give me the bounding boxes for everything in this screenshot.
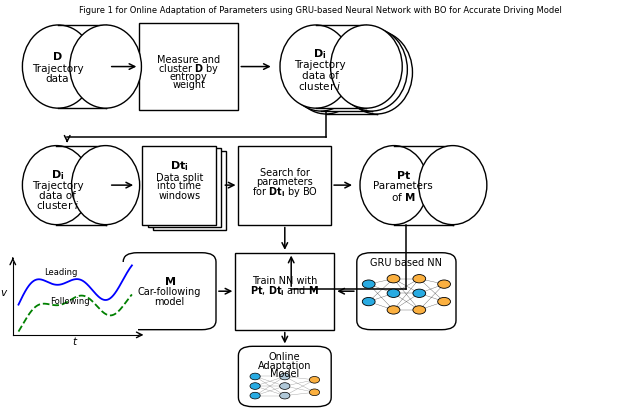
Text: cluster $\mathbf{D}$ by: cluster $\mathbf{D}$ by bbox=[158, 62, 220, 76]
Circle shape bbox=[413, 289, 426, 297]
Bar bbox=[143, 146, 216, 225]
Text: $\mathbf{D}$: $\mathbf{D}$ bbox=[52, 50, 63, 62]
Text: entropy: entropy bbox=[170, 72, 207, 82]
Text: Trajectory: Trajectory bbox=[32, 64, 83, 74]
Ellipse shape bbox=[22, 146, 90, 225]
Circle shape bbox=[250, 392, 260, 399]
Text: data of: data of bbox=[39, 191, 76, 201]
Bar bbox=[321, 28, 371, 111]
Circle shape bbox=[280, 373, 290, 380]
Circle shape bbox=[280, 392, 290, 399]
Text: data of: data of bbox=[301, 71, 339, 81]
Circle shape bbox=[438, 280, 451, 288]
Text: Figure 1 for Online Adaptation of Parameters using GRU-based Neural Network with: Figure 1 for Online Adaptation of Parame… bbox=[79, 6, 561, 15]
Circle shape bbox=[250, 383, 260, 389]
Bar bbox=[316, 25, 366, 108]
Text: into time: into time bbox=[157, 181, 201, 191]
Text: cluster $i$: cluster $i$ bbox=[298, 80, 342, 92]
Text: model: model bbox=[154, 297, 185, 307]
Bar bbox=[153, 151, 227, 230]
Text: Adaptation: Adaptation bbox=[258, 361, 312, 371]
Text: Parameters: Parameters bbox=[373, 181, 433, 191]
Ellipse shape bbox=[330, 25, 403, 108]
Ellipse shape bbox=[22, 25, 94, 108]
Ellipse shape bbox=[335, 28, 408, 111]
Text: Search for: Search for bbox=[260, 168, 310, 178]
Bar bbox=[239, 146, 332, 225]
Ellipse shape bbox=[360, 146, 428, 225]
Text: windows: windows bbox=[158, 191, 200, 201]
Text: $\mathbf{Pt}$: $\mathbf{Pt}$ bbox=[396, 169, 411, 181]
Ellipse shape bbox=[280, 25, 352, 108]
Circle shape bbox=[387, 306, 400, 314]
Bar bbox=[236, 253, 334, 329]
Text: weight: weight bbox=[172, 80, 205, 90]
Text: Data split: Data split bbox=[156, 173, 203, 183]
Circle shape bbox=[387, 289, 400, 297]
Ellipse shape bbox=[285, 28, 357, 111]
Text: $\mathbf{Pt}$, $\mathbf{Dt_i}$ and $\mathbf{M}$: $\mathbf{Pt}$, $\mathbf{Dt_i}$ and $\mat… bbox=[250, 284, 319, 298]
Text: data: data bbox=[46, 74, 69, 84]
Text: Trajectory: Trajectory bbox=[294, 60, 346, 70]
Text: Measure and: Measure and bbox=[157, 55, 220, 65]
FancyBboxPatch shape bbox=[239, 346, 332, 407]
FancyBboxPatch shape bbox=[357, 253, 456, 329]
Text: Car-following: Car-following bbox=[138, 287, 202, 297]
Bar bbox=[148, 148, 221, 227]
Circle shape bbox=[413, 275, 426, 283]
Text: of $\mathbf{M}$: of $\mathbf{M}$ bbox=[391, 191, 415, 203]
Ellipse shape bbox=[70, 25, 141, 108]
Ellipse shape bbox=[340, 31, 413, 114]
Text: $\mathbf{D_i}$: $\mathbf{D_i}$ bbox=[314, 47, 326, 61]
Circle shape bbox=[309, 376, 319, 383]
Circle shape bbox=[362, 280, 375, 288]
Text: GRU based NN: GRU based NN bbox=[371, 258, 442, 268]
FancyBboxPatch shape bbox=[123, 253, 216, 329]
Text: Online: Online bbox=[269, 352, 301, 362]
Circle shape bbox=[413, 306, 426, 314]
Circle shape bbox=[387, 275, 400, 283]
Text: for $\mathbf{Dt_i}$ by BO: for $\mathbf{Dt_i}$ by BO bbox=[252, 185, 318, 199]
Circle shape bbox=[309, 389, 319, 396]
Text: $\mathbf{D_i}$: $\mathbf{D_i}$ bbox=[51, 168, 64, 182]
Text: Trajectory: Trajectory bbox=[32, 181, 83, 191]
Circle shape bbox=[362, 297, 375, 306]
Text: $\mathbf{M}$: $\mathbf{M}$ bbox=[164, 275, 175, 287]
Bar bbox=[56, 146, 106, 225]
Bar bbox=[394, 146, 453, 225]
Text: Model: Model bbox=[270, 369, 300, 379]
Bar bbox=[58, 25, 106, 108]
Circle shape bbox=[250, 373, 260, 380]
Text: parameters: parameters bbox=[257, 177, 313, 187]
Text: $\mathbf{Dt_i}$: $\mathbf{Dt_i}$ bbox=[170, 159, 189, 173]
Circle shape bbox=[438, 297, 451, 306]
Bar bbox=[326, 31, 376, 114]
Circle shape bbox=[280, 383, 290, 389]
Text: Train NN with: Train NN with bbox=[252, 276, 317, 286]
Ellipse shape bbox=[72, 146, 140, 225]
Ellipse shape bbox=[291, 31, 362, 114]
Text: cluster $i$: cluster $i$ bbox=[36, 199, 79, 211]
Bar bbox=[140, 23, 238, 110]
Ellipse shape bbox=[419, 146, 487, 225]
